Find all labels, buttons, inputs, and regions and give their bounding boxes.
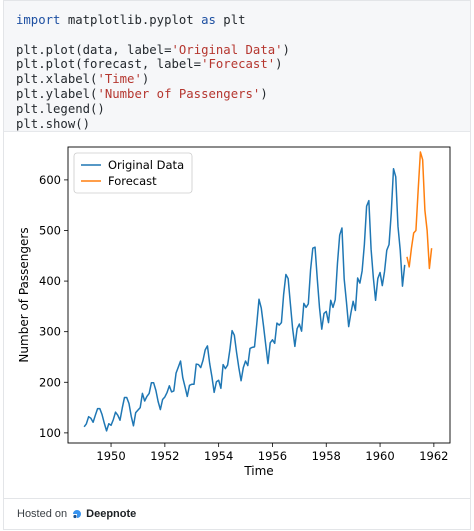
code-line-4: plt.xlabel('Time'): [16, 72, 458, 87]
y-tick-label: 100: [39, 426, 61, 440]
code-text: plt: [215, 13, 246, 27]
x-tick-label: 1956: [258, 449, 287, 463]
code-text: ): [141, 72, 150, 87]
x-tick-label: 1958: [312, 449, 341, 463]
legend-label: Forecast: [108, 174, 157, 188]
code-line-6: plt.legend(): [16, 101, 105, 116]
axes-frame: [67, 146, 451, 444]
y-tick-label: 500: [39, 223, 61, 237]
x-tick-label: 1960: [365, 449, 394, 463]
code-text: matplotlib.pyplot: [60, 13, 202, 27]
footer: Hosted on Deepnote: [4, 498, 470, 529]
code-line-2: plt.plot(data, label='Original Data'): [16, 43, 458, 58]
y-tick-label: 200: [39, 375, 61, 389]
code-text: plt.xlabel(: [16, 72, 98, 87]
x-axis-label: Time: [243, 464, 273, 478]
line-chart: 1950 1952 1954 1956 1958 1960 1962 100 200 300 400…: [17, 146, 451, 478]
code-text: ): [275, 57, 283, 72]
legend-box: [73, 152, 193, 194]
code-text: plt.ylabel(: [16, 86, 98, 101]
code-keyword: as: [201, 13, 216, 27]
y-tick-label: 600: [39, 173, 61, 187]
code-line-5: plt.ylabel('Number of Passengers'): [16, 87, 458, 102]
code-line-1: import matplotlib.pyplot as plt: [16, 13, 458, 28]
deepnote-logo-icon[interactable]: [72, 509, 82, 519]
code-blank-line: [16, 28, 458, 43]
series-line-forecast: [406, 151, 433, 270]
y-axis-label: Number of Passengers: [17, 227, 31, 362]
y-tick-label: 400: [39, 274, 61, 288]
code-text: plt.plot(data, label=: [16, 42, 172, 57]
code-string: 'Forecast': [201, 57, 276, 72]
code-line-7: plt.show(): [16, 116, 91, 131]
hosted-on-label: Hosted on: [17, 508, 68, 520]
code-string: 'Time': [97, 72, 142, 87]
cell-output: 1950 1952 1954 1956 1958 1960 1962 100 200 300 400…: [4, 131, 470, 500]
code-cell[interactable]: import matplotlib.pyplot as plt plt.plot…: [4, 1, 470, 131]
code-string: 'Number of Passengers': [97, 86, 261, 101]
code-text: ): [282, 42, 290, 57]
x-tick-label: 1962: [419, 449, 448, 463]
deepnote-brand-link[interactable]: Deepnote: [86, 508, 137, 520]
x-tick-label: 1952: [150, 449, 179, 463]
code-line-3: plt.plot(forecast, label='Forecast'): [16, 57, 458, 72]
legend: Original Data Forecast: [73, 152, 193, 194]
code-text: plt.plot(forecast, label=: [16, 57, 202, 72]
legend-label: Original Data: [108, 158, 184, 172]
x-tick-label: 1950: [96, 449, 125, 463]
notebook-cell: import matplotlib.pyplot as plt plt.plot…: [3, 0, 471, 530]
code-text: ): [260, 86, 268, 101]
code-string: 'Original Data': [171, 42, 283, 57]
ticks-layer: 1950 1952 1954 1956 1958 1960 1962 100 200 300 400…: [39, 173, 448, 463]
y-tick-label: 300: [39, 325, 61, 339]
x-tick-label: 1954: [204, 449, 233, 463]
plot-area: [67, 146, 451, 444]
series-line-original-data: [83, 168, 406, 432]
code-keyword: import: [16, 13, 61, 27]
series-layer: [83, 151, 433, 432]
